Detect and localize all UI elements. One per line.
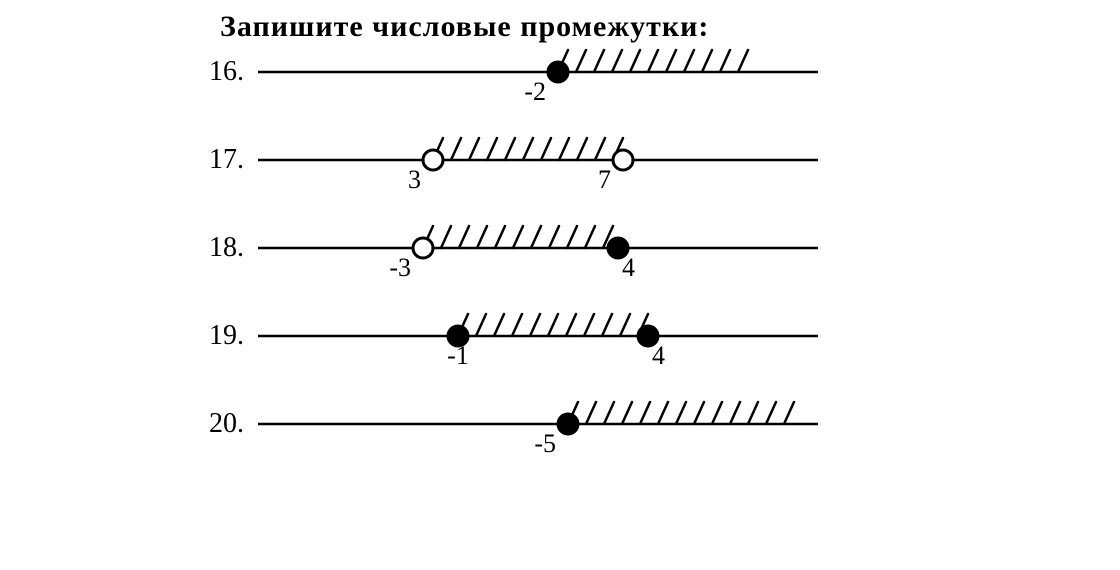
problem-row: 19. -14	[200, 320, 1120, 352]
point-label: -2	[524, 77, 546, 106]
number-line: -14	[258, 324, 818, 348]
problem-row: 16. -2	[200, 56, 1120, 88]
problem-number: 17.	[200, 144, 244, 176]
page-root: Запишите числовые промежутки: 16.-217.37…	[0, 0, 1120, 440]
hatch-region	[568, 402, 794, 424]
problem-row: 17.37	[200, 144, 1120, 176]
number-line: -34	[258, 236, 818, 260]
page-title: Запишите числовые промежутки:	[200, 10, 1120, 44]
hatch-region	[458, 314, 648, 336]
hatch-region	[433, 138, 623, 160]
point-label: 4	[652, 341, 665, 370]
closed-point-icon	[548, 62, 568, 82]
hatch-region	[423, 226, 613, 248]
closed-point-icon	[558, 414, 578, 434]
problem-row: 20. -5	[200, 408, 1120, 440]
number-line-svg: -34	[258, 236, 818, 260]
problem-number: 19.	[200, 320, 244, 352]
problem-number: 20.	[200, 408, 244, 440]
number-line: 37	[258, 148, 818, 172]
number-line-svg: -2	[258, 60, 818, 84]
problem-number: 18.	[200, 232, 244, 264]
point-label: 3	[408, 165, 421, 194]
problem-list: 16.-217.3718.-3419.-1420.-5	[200, 56, 1120, 440]
point-label: -3	[389, 253, 411, 282]
problem-row: 18. -34	[200, 232, 1120, 264]
problem-number: 16.	[200, 56, 244, 88]
number-line-svg: -5	[258, 412, 818, 436]
open-point-icon	[423, 150, 443, 170]
hatch-region	[558, 50, 748, 72]
point-label: 7	[598, 165, 611, 194]
open-point-icon	[413, 238, 433, 258]
point-label: -5	[534, 429, 556, 458]
open-point-icon	[613, 150, 633, 170]
number-line-svg: -14	[258, 324, 818, 348]
point-label: -1	[447, 341, 469, 370]
number-line: -2	[258, 60, 818, 84]
number-line-svg: 37	[258, 148, 818, 172]
number-line: -5	[258, 412, 818, 436]
point-label: 4	[622, 253, 635, 282]
